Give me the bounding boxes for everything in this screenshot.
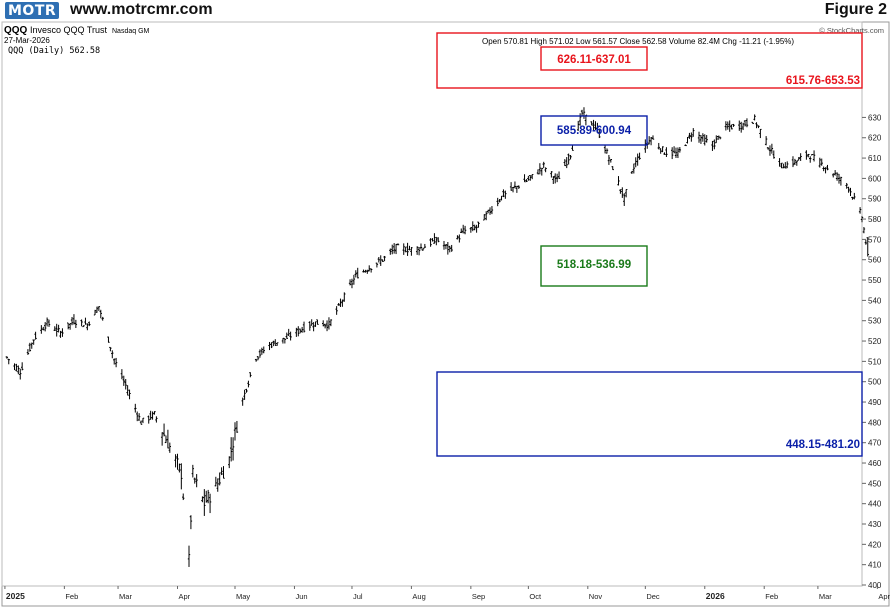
plot-area	[1, 21, 863, 587]
zone-label: 585.89-600.94	[557, 125, 632, 137]
y-tick-label: 520	[868, 337, 882, 346]
zone-label: 448.15-481.20	[786, 439, 860, 451]
y-tick-label: 400	[868, 581, 882, 590]
x-tick-label: Jul	[353, 592, 363, 601]
zone-box-red	[436, 32, 863, 89]
y-tick-label: 440	[868, 500, 882, 509]
chart-security-name: Invesco QQQ Trust	[30, 25, 108, 35]
x-tick-label: Feb	[765, 592, 778, 601]
zone-label: 626.11-637.01	[557, 54, 631, 66]
price-bars	[5, 107, 869, 567]
zone-label: 615.76-653.53	[786, 75, 860, 87]
y-tick-label: 420	[868, 540, 882, 549]
y-tick-label: 510	[868, 357, 882, 366]
chart-legend: QQQ (Daily) 562.58	[8, 46, 100, 56]
chart-exchange: Nasdaq GM	[112, 28, 150, 35]
stockcharts-watermark: © StockCharts.com	[819, 26, 884, 35]
x-tick-label: May	[236, 592, 250, 601]
zone-box-blue	[436, 371, 863, 457]
chart-frame	[1, 21, 890, 607]
y-tick-label: 600	[868, 174, 882, 183]
y-tick-label: 570	[868, 235, 882, 244]
y-tick-label: 410	[868, 561, 882, 570]
x-tick-label: Nov	[589, 592, 603, 601]
y-tick-label: 560	[868, 256, 882, 265]
y-axis: 400 410 420 430 440 450 460 470 480 490 500 510 520 5…	[862, 113, 882, 590]
y-tick-label: 460	[868, 459, 882, 468]
site-url[interactable]: www.motrcmr.com	[70, 1, 213, 18]
y-tick-label: 580	[868, 215, 882, 224]
x-tick-label: Apr	[178, 592, 190, 601]
y-tick-label: 480	[868, 418, 882, 427]
top-bar: MOTR www.motrcmr.com Figure 2	[0, 0, 893, 22]
motr-logo[interactable]: MOTR	[5, 2, 60, 19]
zone-label: 518.18-536.99	[557, 259, 631, 271]
x-tick-label: Dec	[646, 592, 660, 601]
x-tick-label: Apr	[878, 592, 890, 601]
y-tick-label: 430	[868, 520, 882, 529]
x-tick-label: Oct	[529, 592, 542, 601]
x-tick-label: Feb	[65, 592, 78, 601]
x-tick-label: Aug	[412, 592, 425, 601]
y-tick-label: 530	[868, 317, 882, 326]
zone-box-blue	[540, 115, 648, 146]
x-tick-label: Jun	[295, 592, 307, 601]
y-tick-label: 470	[868, 439, 882, 448]
y-tick-label: 630	[868, 113, 882, 122]
zone-box-red	[540, 46, 648, 71]
x-tick-label: Mar	[819, 592, 832, 601]
zone-box-green	[540, 245, 648, 287]
chart-symbol: QQQ	[4, 25, 28, 36]
y-tick-label: 500	[868, 378, 882, 387]
y-tick-label: 550	[868, 276, 882, 285]
y-tick-label: 490	[868, 398, 882, 407]
figure-label: Figure 2	[824, 1, 887, 18]
target-zones: 626.11-637.01 615.76-653.53 585.89-600.94 5…	[436, 32, 863, 457]
x-tick-label: Sep	[472, 592, 485, 601]
y-tick-label: 610	[868, 154, 882, 163]
x-tick-label: 2025	[6, 591, 25, 601]
y-tick-label: 620	[868, 134, 882, 143]
x-tick-label: 2026	[706, 591, 725, 601]
y-tick-label: 450	[868, 479, 882, 488]
x-axis: 2025 Feb Mar Apr May Jun Jul Aug Sep Oct Nov Dec 202…	[4, 586, 891, 601]
y-tick-label: 540	[868, 296, 882, 305]
ohlc-readout: Open 570.81 High 571.02 Low 561.57 Close…	[482, 37, 794, 46]
y-tick-label: 590	[868, 195, 882, 204]
x-tick-label: Mar	[119, 592, 132, 601]
chart-date: 27-Mar-2026	[4, 36, 50, 45]
